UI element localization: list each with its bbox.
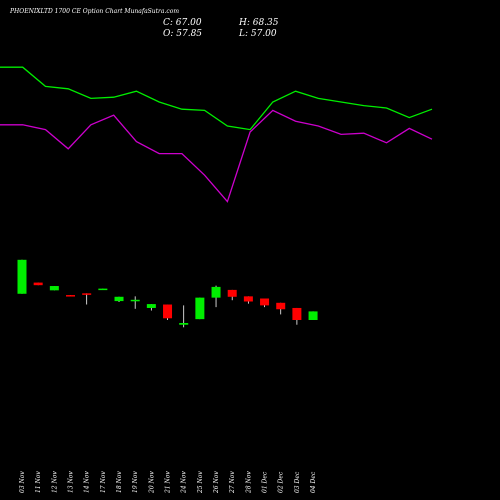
date-label: 27 Nov	[229, 471, 236, 494]
candle-body	[276, 302, 286, 310]
date-label: 21 Nov	[165, 471, 172, 494]
candle-body	[17, 259, 27, 294]
candle-body	[308, 311, 318, 320]
indicator-line-1	[0, 66, 433, 131]
chart-title: PHOENIXLTD 1700 CE Option Chart MunafaSu…	[10, 8, 180, 15]
date-label: 12 Nov	[51, 471, 58, 493]
candle-body	[227, 289, 237, 297]
date-label: 13 Nov	[68, 471, 75, 493]
candle-body	[49, 286, 59, 291]
date-label: 19 Nov	[132, 471, 139, 493]
candle-body	[211, 286, 221, 298]
date-label: 26 Nov	[213, 471, 220, 494]
indicator-line-2	[0, 109, 433, 203]
date-label: 11 Nov	[35, 471, 42, 493]
candle-body	[33, 282, 43, 286]
date-label: 01 Dec	[262, 471, 269, 493]
date-label: 04 Dec	[310, 471, 317, 493]
date-label: 20 Nov	[148, 471, 155, 494]
date-label: 28 Nov	[245, 471, 252, 494]
date-label: 02 Dec	[278, 471, 285, 493]
date-label: 03 Dec	[294, 471, 301, 493]
high-value: H: 68.35	[239, 18, 279, 28]
date-label: 25 Nov	[197, 471, 204, 494]
candle-body	[98, 288, 108, 291]
open-value: O: 57.85	[163, 29, 203, 39]
date-label: 18 Nov	[116, 471, 123, 493]
date-label: 17 Nov	[100, 471, 107, 493]
candle-body	[243, 296, 253, 302]
date-label: 03 Nov	[19, 471, 26, 493]
candle-body	[195, 297, 205, 320]
date-label: 24 Nov	[181, 471, 188, 494]
candle-body	[130, 299, 140, 302]
candle-body	[82, 293, 92, 295]
low-value: L: 57.00	[239, 29, 277, 39]
candle-body	[146, 304, 156, 308]
candle-body	[66, 295, 76, 297]
candle-body	[114, 296, 124, 302]
candle-body	[292, 307, 302, 320]
candle-body	[163, 304, 173, 319]
close-value: C: 67.00	[163, 18, 202, 28]
date-label: 14 Nov	[84, 471, 91, 493]
candle-body	[260, 298, 270, 306]
candle-body	[179, 323, 189, 325]
